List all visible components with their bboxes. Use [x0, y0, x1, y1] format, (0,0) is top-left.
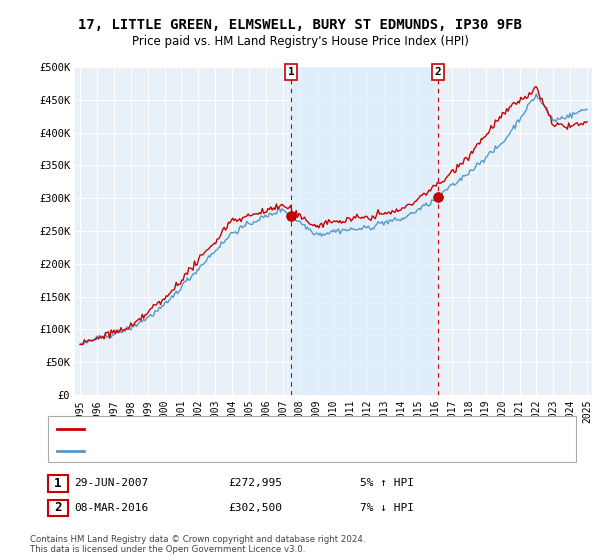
Text: 17, LITTLE GREEN, ELMSWELL, BURY ST EDMUNDS, IP30 9FB (detached house): 17, LITTLE GREEN, ELMSWELL, BURY ST EDMU… — [89, 424, 500, 434]
Text: £272,995: £272,995 — [228, 478, 282, 488]
Text: 08-MAR-2016: 08-MAR-2016 — [74, 503, 148, 513]
Text: 1: 1 — [288, 67, 295, 77]
Text: 17, LITTLE GREEN, ELMSWELL, BURY ST EDMUNDS, IP30 9FB: 17, LITTLE GREEN, ELMSWELL, BURY ST EDMU… — [78, 18, 522, 32]
Text: HPI: Average price, detached house, Mid Suffolk: HPI: Average price, detached house, Mid … — [89, 446, 365, 455]
Text: Contains HM Land Registry data © Crown copyright and database right 2024.
This d: Contains HM Land Registry data © Crown c… — [30, 535, 365, 554]
Text: Price paid vs. HM Land Registry's House Price Index (HPI): Price paid vs. HM Land Registry's House … — [131, 35, 469, 48]
Text: 2: 2 — [54, 501, 62, 515]
Text: 7% ↓ HPI: 7% ↓ HPI — [360, 503, 414, 513]
Text: 1: 1 — [54, 477, 62, 490]
Text: 29-JUN-2007: 29-JUN-2007 — [74, 478, 148, 488]
Bar — [291, 67, 438, 395]
Text: £302,500: £302,500 — [228, 503, 282, 513]
Text: 2: 2 — [434, 67, 442, 77]
Text: 5% ↑ HPI: 5% ↑ HPI — [360, 478, 414, 488]
